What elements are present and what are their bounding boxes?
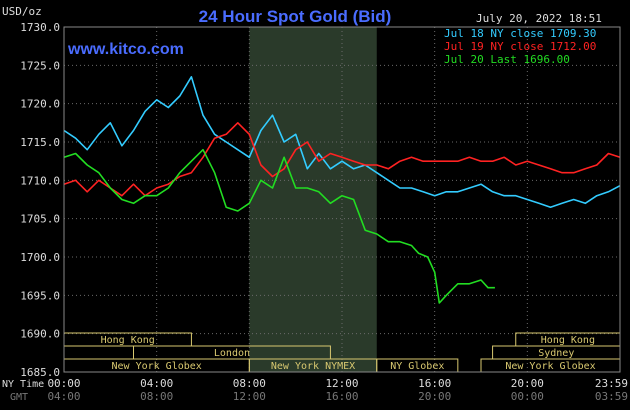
- market-session-label: New York Globex: [112, 361, 202, 372]
- market-session-label: New York Globex: [505, 361, 595, 372]
- y-tick-label: 1695.0: [20, 289, 60, 302]
- x-tick-label-ny: 04:00: [140, 377, 173, 390]
- y-tick-label: 1705.0: [20, 213, 60, 226]
- x-tick-label-gmt: 12:00: [233, 390, 266, 403]
- series-layer: [63, 76, 621, 304]
- x-tick-label-gmt: 20:00: [418, 390, 451, 403]
- x-tick-label-gmt: 04:00: [47, 390, 80, 403]
- market-session-label: New York NYMEX: [271, 361, 355, 372]
- x-tick-label-ny: 20:00: [511, 377, 544, 390]
- x-tick-label-gmt: 08:00: [140, 390, 173, 403]
- x-tick-label-ny: 23:59: [595, 377, 628, 390]
- series-line-1: [63, 122, 621, 197]
- x-tick-label-gmt: 00:00: [511, 390, 544, 403]
- market-session-label: Sydney: [538, 348, 574, 359]
- datetime-label: July 20, 2022 18:51: [476, 12, 602, 25]
- y-tick-label: 1710.0: [20, 174, 60, 187]
- x-tick-label-gmt: 03:59: [595, 390, 628, 403]
- series-line-2: [63, 148, 495, 304]
- y-tick-label: 1700.0: [20, 251, 60, 264]
- legend-item-jul20: Jul 20 Last 1696.00: [444, 53, 570, 66]
- x-axis-gmt-label: GMT: [10, 392, 28, 403]
- market-session-label: Hong Kong: [541, 335, 595, 346]
- x-tick-label-gmt: 16:00: [325, 390, 358, 403]
- market-session-label: Hong Kong: [101, 335, 155, 346]
- y-axis-ticks: 1730.0 1725.0 1720.0 1715.0 1710.0 1705.0 1700…: [20, 21, 60, 379]
- x-tick-label-ny: 08:00: [233, 377, 266, 390]
- x-tick-label-ny: 12:00: [325, 377, 358, 390]
- x-tick-label-ny: 16:00: [418, 377, 451, 390]
- x-axis-ny-label: NY Time: [2, 379, 44, 390]
- session-shading-layer: [249, 27, 377, 372]
- y-tick-label: 1730.0: [20, 21, 60, 34]
- y-axis-label: USD/oz: [2, 5, 42, 18]
- market-session-label: NY Globex: [390, 361, 444, 372]
- session-shade: [249, 27, 377, 372]
- y-tick-label: 1725.0: [20, 59, 60, 72]
- legend-item-jul18: Jul 18 NY close 1709.30: [444, 27, 596, 40]
- x-tick-label-ny: 00:00: [47, 377, 80, 390]
- market-session-label: London: [214, 348, 250, 359]
- y-tick-label: 1715.0: [20, 136, 60, 149]
- x-axis-ticks: 00:0004:0004:0008:0008:0012:0012:0016:00…: [47, 377, 628, 403]
- y-tick-label: 1685.0: [20, 366, 60, 379]
- legend-item-jul19: Jul 19 NY close 1712.00: [444, 40, 596, 53]
- y-tick-label: 1690.0: [20, 328, 60, 341]
- series-line-0: [63, 76, 621, 208]
- y-tick-label: 1720.0: [20, 98, 60, 111]
- chart-title: 24 Hour Spot Gold (Bid): [199, 7, 392, 26]
- watermark: www.kitco.com: [67, 41, 184, 58]
- plot-frame: [63, 26, 621, 373]
